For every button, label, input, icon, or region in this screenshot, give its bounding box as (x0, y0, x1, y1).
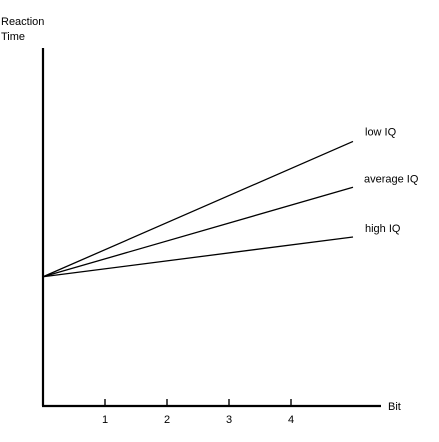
x-tick-label-3: 3 (226, 414, 232, 426)
y-axis-label-line-2: Time (1, 31, 25, 43)
x-tick-label-4: 4 (288, 414, 294, 426)
series-label-low-iq: low IQ (365, 126, 397, 138)
series-label-average-iq: average IQ (364, 173, 419, 185)
y-axis-label-line-1: Reaction (1, 16, 44, 28)
series-line-average-iq (42, 186, 354, 278)
series-line-low-iq (42, 140, 354, 278)
x-tick-label-2: 2 (164, 414, 170, 426)
series-labels: low IQ average IQ high IQ (364, 126, 419, 235)
series-lines (42, 140, 354, 278)
series-label-high-iq: high IQ (365, 223, 401, 235)
x-axis-label: Bit (388, 401, 401, 413)
x-axis-ticks: 1 2 3 4 (102, 399, 294, 426)
x-tick-label-1: 1 (102, 414, 108, 426)
series-line-high-iq (42, 236, 354, 278)
